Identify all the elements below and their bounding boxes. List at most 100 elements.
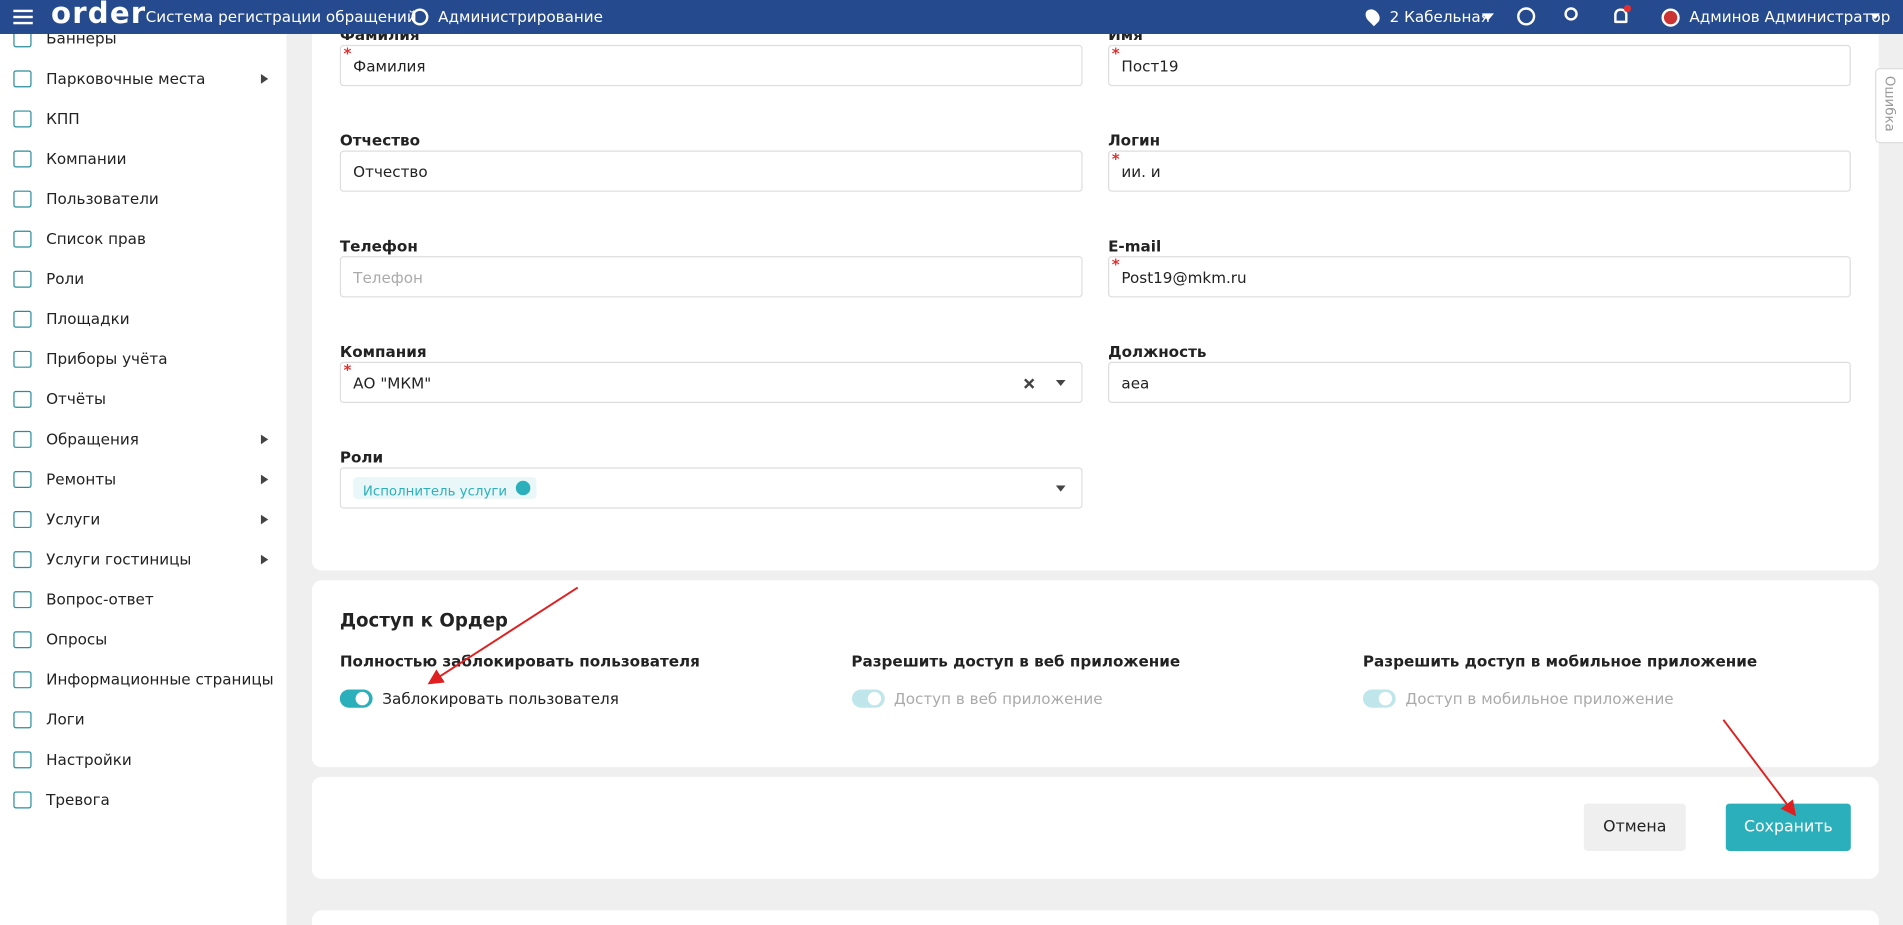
caret [1870, 13, 1880, 20]
sidebar-icon [13, 511, 32, 529]
sidebar-icon [13, 751, 32, 769]
app-title: Система регистрации обращений [145, 7, 417, 26]
sidebar-label: Обращения [46, 429, 139, 448]
sidebar-item[interactable]: Услуги гостиницы [0, 547, 286, 574]
sidebar-icon [13, 591, 32, 609]
sidebar-item[interactable]: Компании [0, 147, 286, 174]
input[interactable]: Отчество [339, 150, 1083, 192]
toggle [851, 689, 885, 708]
toggle-label: Доступ в веб приложение [893, 689, 1103, 708]
sidebar-item[interactable]: Роли [0, 267, 286, 294]
sidebar-item[interactable]: Логи [0, 708, 286, 735]
cancel-button[interactable]: Отмена [1583, 803, 1686, 851]
sidebar-item[interactable]: Тревога [0, 788, 286, 815]
sidebar-item[interactable]: Услуги [0, 507, 286, 534]
input-value: Отчество [353, 162, 428, 181]
sidebar-icon [13, 791, 32, 809]
sidebar-label: Информационные страницы [46, 670, 274, 689]
admin-link[interactable]: Администрирование [438, 7, 604, 26]
sidebar-icon [13, 270, 32, 288]
input-value: Фамилия [353, 57, 426, 76]
input[interactable]: аеа [1108, 361, 1851, 404]
dropdown-caret[interactable] [1055, 485, 1066, 492]
avatar [1661, 8, 1680, 27]
submenu-arrow [260, 74, 269, 84]
field-label: E-mail * [1108, 236, 1162, 274]
sidebar-item[interactable]: КПП [0, 107, 286, 134]
toggle-knob [867, 691, 881, 706]
required-mark: * [1111, 43, 1120, 62]
sidebar-item[interactable]: Пользователи [0, 187, 286, 214]
sidebar-item[interactable]: Площадки [0, 307, 286, 334]
dropdown-caret[interactable] [1055, 379, 1066, 387]
sidebar-item[interactable]: Список прав [0, 227, 286, 254]
option-label: Разрешить доступ в мобильное приложение [1362, 651, 1758, 671]
save-button[interactable]: Сохранить [1725, 803, 1851, 851]
menu-button[interactable] [13, 9, 33, 25]
sidebar-icon [13, 390, 32, 408]
sidebar-label: КПП [46, 109, 80, 128]
submenu-arrow [260, 554, 269, 565]
input[interactable]: Пост19 [1108, 44, 1851, 87]
toggle-knob [1378, 691, 1393, 706]
bell-icon[interactable] [1614, 8, 1628, 24]
toggle [1362, 689, 1396, 708]
sidebar-item[interactable]: Информационные страницы [0, 668, 286, 695]
button-label: Отмена [1603, 818, 1667, 837]
sidebar-item[interactable]: Опросы [0, 628, 286, 655]
error-tab-label: Ошибка [1881, 75, 1898, 132]
sidebar-item[interactable]: Обращения [0, 427, 286, 454]
input[interactable]: Post19@mkm.ru [1108, 256, 1851, 298]
role-tag-label: Исполнитель услуги [362, 483, 508, 499]
sidebar-item[interactable]: Парковочные места [0, 67, 286, 94]
input[interactable]: АО "МКМ" [339, 361, 1083, 404]
sidebar-item[interactable]: Вопрос-ответ [0, 588, 286, 615]
field-label: Отчество [339, 131, 421, 150]
sidebar-label: Тревога [46, 790, 110, 809]
input[interactable]: ии. и [1108, 150, 1851, 192]
input[interactable]: Телефон [339, 256, 1083, 298]
toggle-knob [355, 691, 369, 706]
sidebar-label: Приборы учёта [46, 349, 168, 368]
input-value: аеа [1121, 373, 1150, 393]
submenu-arrow [260, 434, 269, 445]
input-value: Пост19 [1121, 57, 1179, 76]
toggle-label: Заблокировать пользователя [382, 689, 619, 708]
error-tab[interactable]: Ошибка [1875, 67, 1903, 144]
logo: order [50, 0, 147, 31]
sidebar-label: Отчёты [46, 389, 107, 408]
input[interactable]: Исполнитель услуги [339, 467, 1083, 509]
input[interactable]: Фамилия [339, 44, 1083, 87]
sidebar-item[interactable]: Отчёты [0, 387, 286, 414]
access-title: Доступ к Ордер [339, 609, 508, 632]
sidebar-item[interactable]: Ремонты [0, 467, 286, 494]
submenu-arrow [260, 514, 269, 525]
next-card [311, 910, 1879, 925]
sidebar-label: Компании [46, 149, 127, 168]
header: order Система регистрации обращений Админи… [0, 0, 1903, 34]
sidebar-item[interactable]: Настройки [0, 748, 286, 775]
required-mark: * [343, 43, 352, 62]
search-icon[interactable] [1564, 7, 1578, 21]
location[interactable]: 2 Кабельная [1389, 7, 1490, 26]
sidebar-item[interactable]: Приборы учёта [0, 347, 286, 374]
user-name[interactable]: Админов Администратор [1689, 7, 1891, 26]
sidebar-icon [13, 470, 32, 488]
role-tag[interactable]: Исполнитель услуги [353, 477, 537, 499]
user-form-card: Фамилия * Фамилия Имя * Пост19 Отчество Отчеств… [311, 0, 1879, 571]
sidebar-label: Опросы [46, 630, 108, 649]
info-icon[interactable] [1517, 7, 1536, 26]
admin-icon [411, 8, 429, 26]
field-label: Роли [339, 447, 384, 467]
button-label: Сохранить [1743, 818, 1833, 837]
field-label: Логин * [1108, 131, 1161, 168]
sidebar-icon [13, 70, 32, 88]
toggle[interactable] [339, 689, 373, 708]
tag-remove[interactable] [515, 480, 531, 496]
option-label: Полностью заблокировать пользователя [339, 651, 700, 671]
actions-card: Отмена Сохранить [311, 776, 1879, 879]
sidebar-icon [13, 350, 32, 368]
required-mark: * [343, 360, 352, 379]
